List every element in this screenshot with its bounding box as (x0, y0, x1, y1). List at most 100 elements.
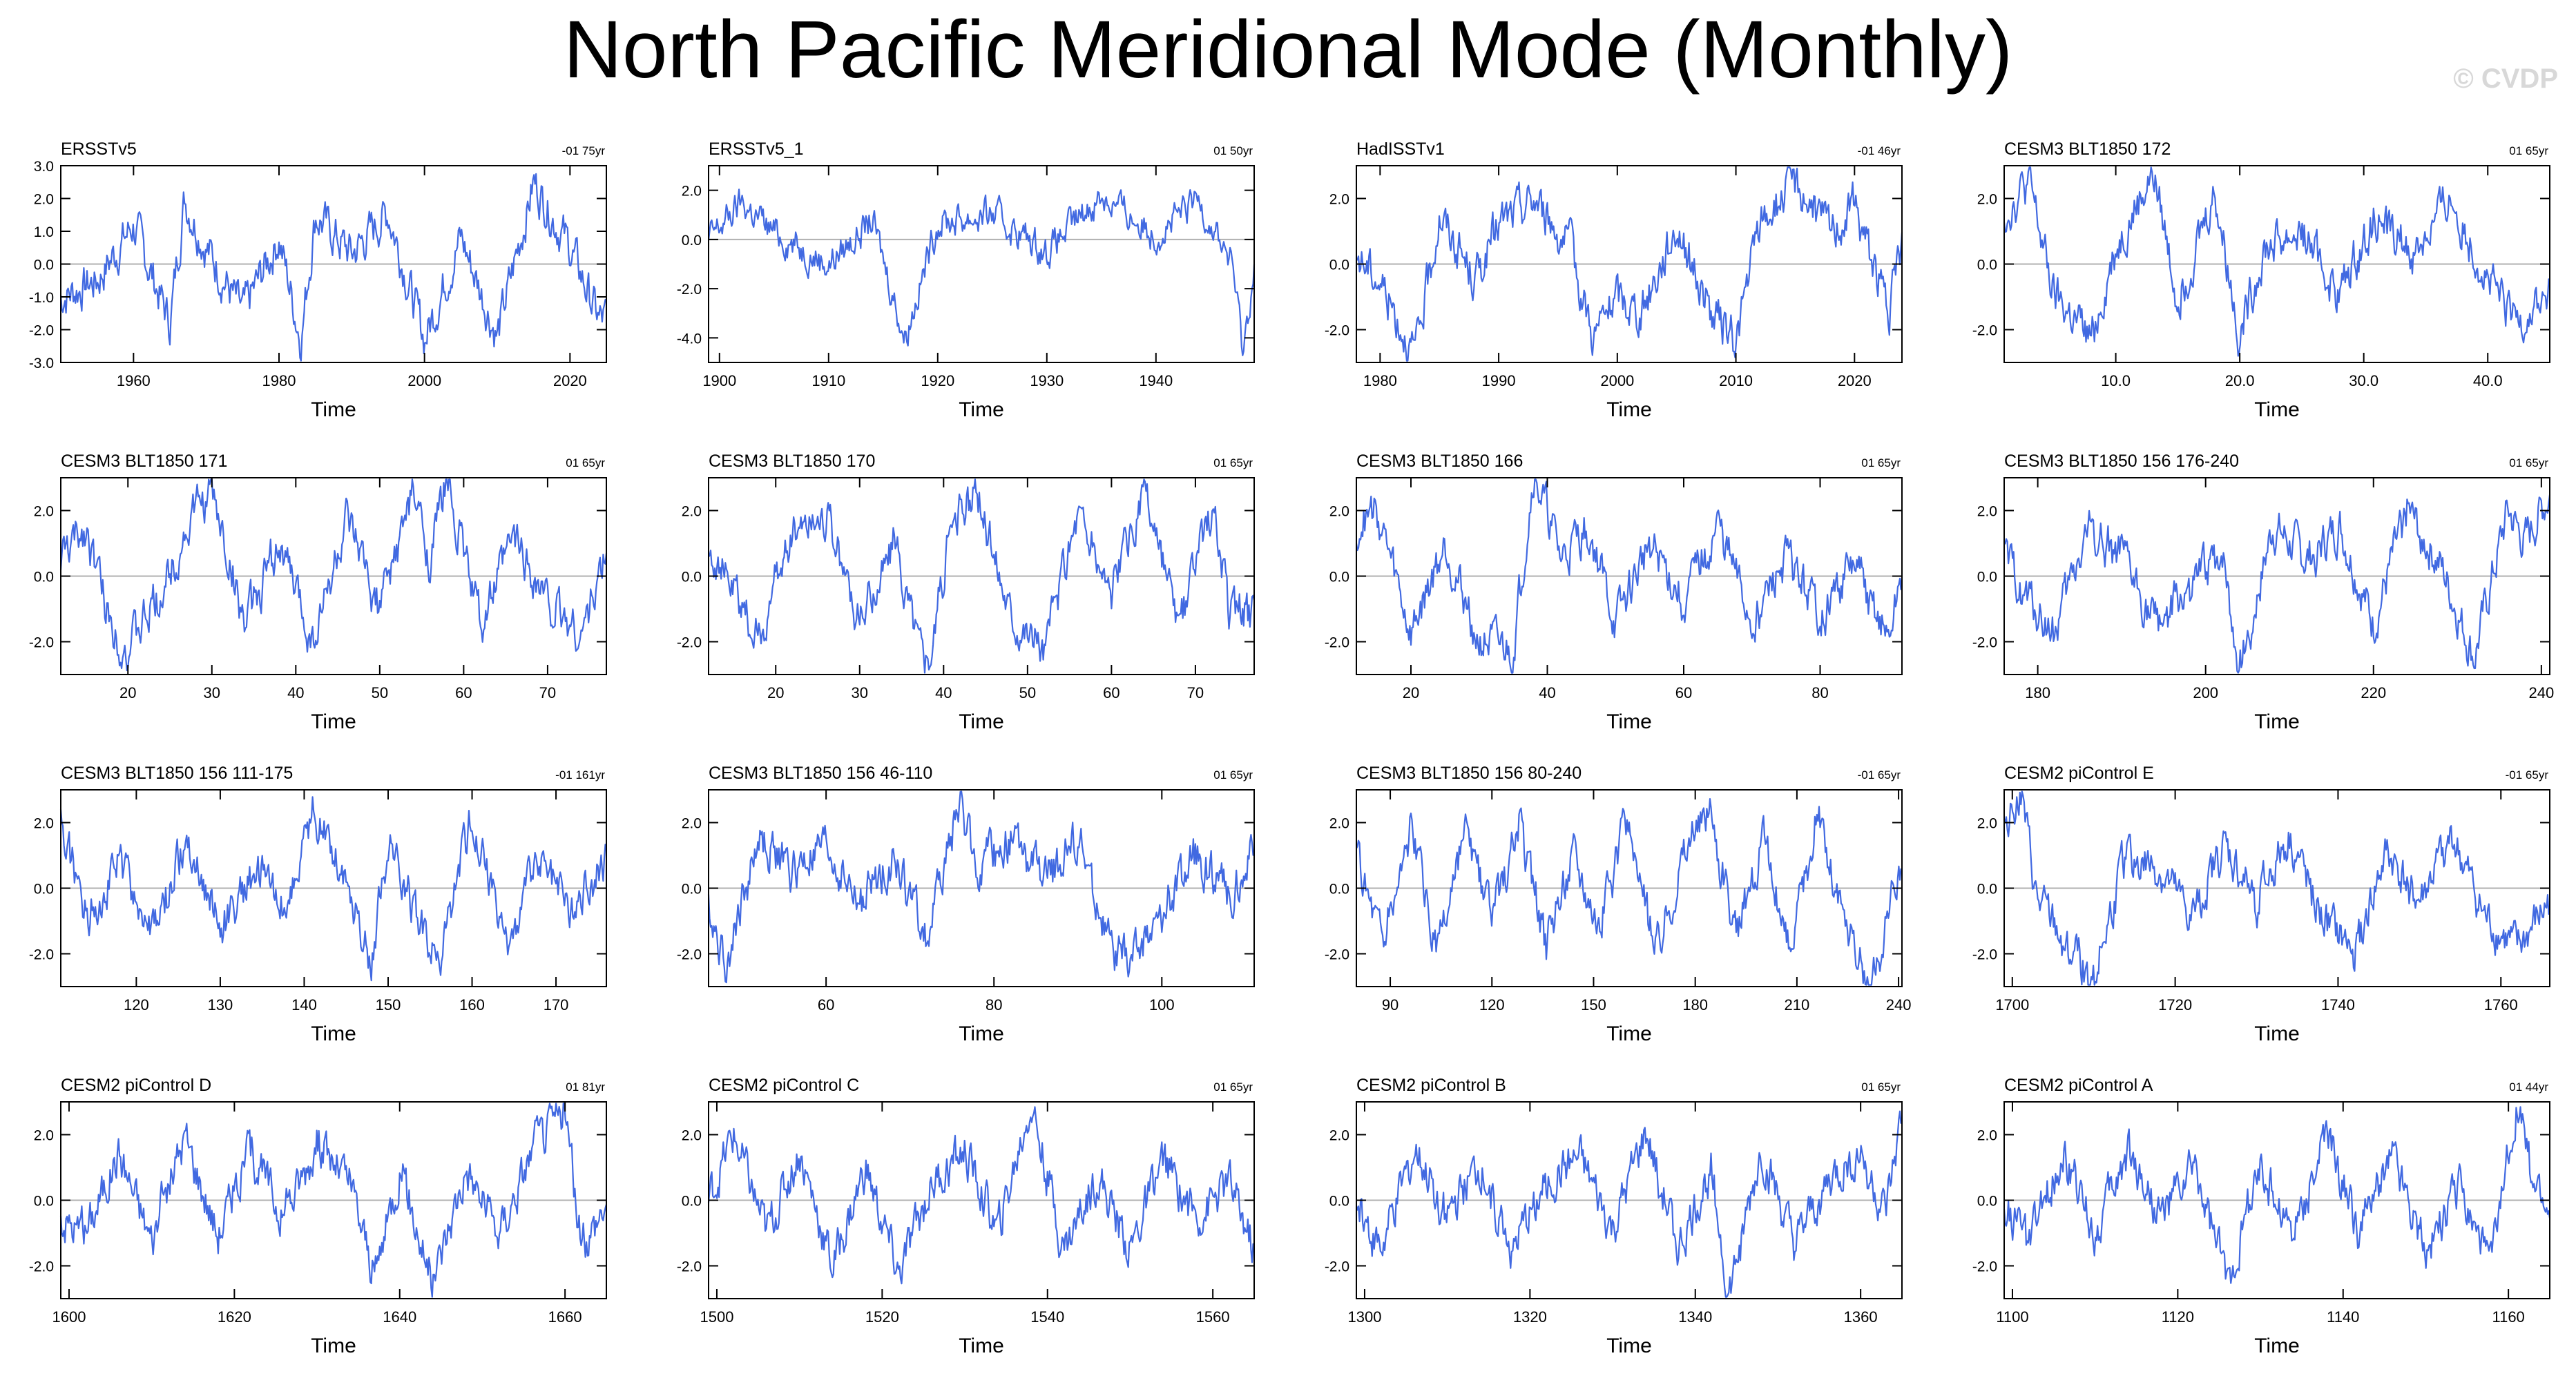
x-tick-label: 2020 (553, 372, 587, 389)
x-tick-label: 1640 (383, 1308, 416, 1326)
y-tick-label: 0.0 (34, 258, 54, 273)
y-tick-label: 2.0 (1977, 1128, 1997, 1144)
x-axis-label: Time (1606, 1335, 1652, 1357)
x-tick-label: 2020 (1838, 372, 1872, 389)
panel-title: CESM3 BLT1850 172 (2004, 139, 2171, 159)
panel-trend-label: 01 65yr (2509, 144, 2548, 157)
panel-title: CESM3 BLT1850 156 46-110 (709, 764, 932, 783)
x-tick-label: 80 (986, 996, 1002, 1013)
panel-title: CESM3 BLT1850 170 (709, 452, 875, 471)
x-tick-label: 1100 (1996, 1308, 2028, 1326)
y-tick-label: 0.0 (1329, 258, 1349, 273)
page-title: North Pacific Meridional Mode (Monthly) (563, 4, 2013, 95)
x-axis-label: Time (2254, 1022, 2300, 1045)
x-axis-label: Time (2254, 1335, 2300, 1357)
x-tick-label: 1920 (921, 372, 954, 389)
watermark: © CVDP (2453, 64, 2558, 94)
series-line (707, 188, 1256, 356)
x-tick-label: 1700 (1995, 996, 2029, 1013)
chart-panel-8: CESM3 BLT1850 156 176-240 01 65yr 180 200 22… (1972, 452, 2554, 733)
x-tick-label: 50 (372, 684, 388, 701)
panel-trend-label: 01 44yr (2509, 1080, 2548, 1094)
series-line (59, 478, 608, 672)
y-tick-label: -2.0 (677, 635, 702, 651)
x-tick-label: 150 (1581, 996, 1606, 1013)
x-tick-label: 200 (2193, 684, 2218, 701)
panel-trend-label: -01 46yr (1858, 144, 1901, 157)
y-tick-label: 1.0 (34, 224, 54, 240)
chart-panel-15: CESM2 piControl B 01 65yr 1300 1320 1340 1360… (1325, 1076, 1903, 1357)
y-tick-label: -3.0 (29, 356, 54, 371)
series-line (1355, 1110, 1903, 1298)
panel-title: HadISSTv1 (1356, 139, 1445, 159)
panel-trend-label: 01 50yr (1213, 144, 1253, 157)
panel-title: CESM3 BLT1850 156 80-240 (1356, 764, 1582, 783)
y-tick-label: 2.0 (682, 816, 702, 832)
x-tick-label: 130 (208, 996, 233, 1013)
y-tick-label: 0.0 (1329, 882, 1349, 898)
x-tick-label: 40 (1539, 684, 1555, 701)
x-tick-label: 170 (544, 996, 569, 1013)
y-tick-label: 2.0 (682, 184, 702, 200)
chart-panel-7: CESM3 BLT1850 166 01 65yr 20 40 60 80 -2.0 0.0 2… (1325, 452, 1903, 733)
x-tick-label: 1980 (262, 372, 296, 389)
x-tick-label: 140 (291, 996, 317, 1013)
y-tick-label: 2.0 (1329, 504, 1349, 520)
panel-title: CESM3 BLT1850 166 (1356, 452, 1523, 471)
panel-trend-label: 01 65yr (1213, 768, 1253, 782)
y-tick-label: 2.0 (1329, 1128, 1349, 1144)
series-line (2003, 166, 2550, 357)
x-tick-label: 1900 (702, 372, 736, 389)
x-tick-label: 150 (376, 996, 401, 1013)
chart-panel-16: CESM2 piControl A 01 44yr 1100 1120 1140 1160… (1972, 1076, 2551, 1357)
y-tick-label: 0.0 (34, 1194, 54, 1210)
x-tick-label: 10.0 (2101, 372, 2131, 389)
x-tick-label: 70 (539, 684, 556, 701)
x-tick-label: 60 (818, 996, 834, 1013)
y-tick-label: 2.0 (34, 816, 54, 832)
x-tick-label: 1120 (2162, 1308, 2194, 1326)
y-tick-label: 2.0 (34, 1128, 54, 1144)
panel-trend-label: -01 65yr (1858, 768, 1901, 782)
x-axis-label: Time (1606, 398, 1652, 421)
x-tick-label: 1160 (2492, 1308, 2524, 1326)
x-tick-label: 1740 (2321, 996, 2355, 1013)
y-tick-label: -2.0 (1325, 323, 1349, 339)
series-line (59, 1103, 608, 1298)
y-tick-label: 2.0 (34, 192, 54, 208)
x-tick-label: 220 (2361, 684, 2386, 701)
x-tick-label: 20 (1403, 684, 1419, 701)
y-tick-label: -2.0 (677, 1259, 702, 1275)
series-line (59, 796, 608, 982)
x-tick-label: 1940 (1139, 372, 1173, 389)
panel-title: CESM3 BLT1850 156 176-240 (2004, 452, 2239, 471)
panel-trend-label: 01 81yr (566, 1080, 605, 1094)
y-tick-label: 2.0 (34, 504, 54, 520)
x-axis-label: Time (311, 398, 356, 421)
x-axis-label: Time (959, 1022, 1004, 1045)
y-tick-label: 0.0 (1329, 570, 1349, 585)
panel-title: CESM2 piControl C (709, 1076, 859, 1095)
y-tick-label: -2.0 (1325, 1259, 1349, 1275)
panel-trend-label: -01 65yr (2506, 768, 2549, 782)
y-tick-label: -2.0 (29, 947, 54, 963)
x-tick-label: 1960 (117, 372, 151, 389)
chart-panel-6: CESM3 BLT1850 170 01 65yr 20 30 40 50 60 70 -2.0… (677, 452, 1256, 733)
x-tick-label: 20 (119, 684, 136, 701)
chart-panel-3: HadISSTv1 -01 46yr 1980 1990 2000 2010 2020 -2.… (1325, 139, 1903, 421)
panel-trend-label: 01 65yr (1861, 1080, 1901, 1094)
x-tick-label: 120 (1479, 996, 1505, 1013)
x-tick-label: 2000 (407, 372, 441, 389)
y-tick-label: 2.0 (1329, 192, 1349, 208)
x-tick-label: 80 (1811, 684, 1828, 701)
y-tick-label: -2.0 (677, 947, 702, 963)
y-tick-label: 3.0 (34, 159, 54, 175)
chart-panel-5: CESM3 BLT1850 171 01 65yr 20 30 40 50 60 70 -2.0… (29, 452, 608, 733)
panel-trend-label: 01 65yr (2509, 456, 2548, 469)
x-tick-label: 30.0 (2349, 372, 2378, 389)
x-tick-label: 180 (2025, 684, 2050, 701)
series-line (2003, 494, 2551, 674)
panel-trend-label: 01 65yr (1861, 456, 1901, 469)
x-tick-label: 2000 (1600, 372, 1634, 389)
panel-title: CESM3 BLT1850 156 111-175 (61, 764, 293, 783)
